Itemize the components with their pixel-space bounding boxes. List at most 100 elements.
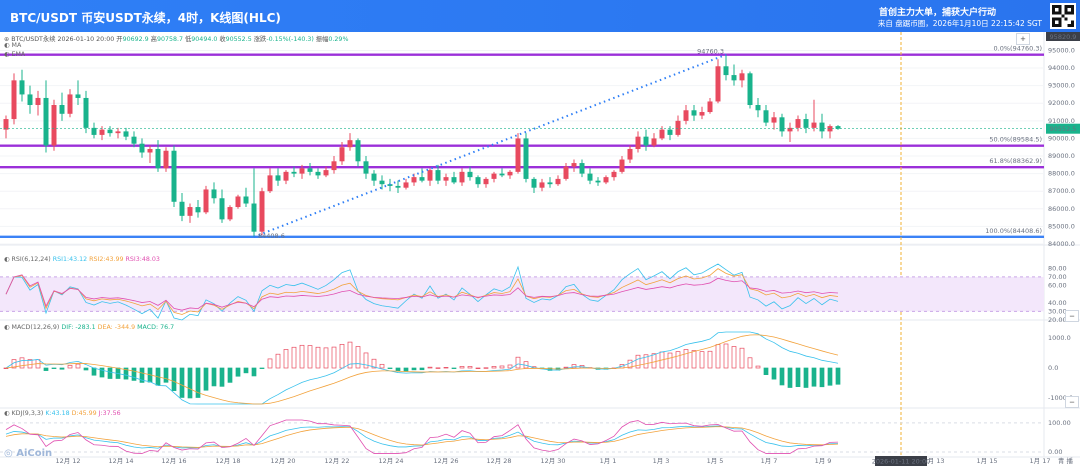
rsi3-line bbox=[5, 274, 839, 311]
candle bbox=[659, 129, 665, 139]
cursor-time-tag bbox=[875, 456, 927, 466]
candle bbox=[291, 171, 297, 174]
candle bbox=[819, 122, 825, 132]
candle bbox=[835, 126, 841, 129]
candle bbox=[195, 207, 201, 213]
candle bbox=[755, 104, 761, 111]
candle bbox=[275, 175, 281, 181]
candle bbox=[619, 159, 625, 172]
macd-histogram-bar bbox=[339, 343, 345, 369]
kdj-name: KDJ(9,3,3) bbox=[11, 410, 44, 417]
ma-indicator[interactable]: ◐ MA bbox=[4, 42, 21, 49]
price-tick-label: 90000.0 bbox=[1048, 134, 1075, 142]
dif-value: DIF: -283.1 bbox=[61, 324, 96, 331]
kdj-tick-label: 0.00 bbox=[1048, 448, 1062, 456]
fib-low-marker: 84408.6 bbox=[258, 232, 285, 240]
candle bbox=[811, 122, 817, 128]
candle bbox=[35, 97, 41, 105]
macd-histogram-bar bbox=[27, 359, 33, 369]
macd-histogram-bar bbox=[787, 367, 793, 388]
candle bbox=[75, 94, 81, 98]
candle bbox=[323, 170, 329, 176]
candle bbox=[99, 129, 105, 135]
zoom-in-button[interactable]: + bbox=[1016, 33, 1030, 45]
time-axis-label: 12月 14 bbox=[108, 457, 133, 465]
price-tick-label: 93000.0 bbox=[1048, 82, 1075, 90]
macd-histogram-bar bbox=[547, 367, 553, 371]
time-axis-label: 1月 7 bbox=[761, 457, 778, 465]
ema-indicator[interactable]: ◐ EMA bbox=[4, 51, 25, 58]
rsi-tick-label: 70.00 bbox=[1048, 273, 1067, 281]
macd-histogram-bar bbox=[363, 352, 369, 369]
macd-histogram-bar bbox=[403, 367, 409, 372]
fib-label: 61.8%(88362.9) bbox=[989, 157, 1042, 165]
price-tick-label: 86000.0 bbox=[1048, 205, 1075, 213]
macd-histogram-bar bbox=[291, 346, 297, 369]
macd-histogram-bar bbox=[675, 351, 681, 369]
macd-histogram-bar bbox=[227, 367, 233, 383]
candle bbox=[499, 173, 505, 176]
candle bbox=[579, 163, 585, 174]
collapse-macd-button[interactable]: − bbox=[1065, 396, 1079, 408]
macd-histogram-bar bbox=[419, 367, 425, 371]
candle bbox=[763, 110, 769, 123]
logo-text: AiCoin bbox=[16, 448, 53, 459]
candle bbox=[107, 129, 113, 134]
candle bbox=[571, 163, 577, 167]
candle bbox=[443, 177, 449, 181]
macd-histogram-bar bbox=[219, 367, 225, 387]
macd-histogram-bar bbox=[59, 367, 65, 370]
macd-histogram-bar bbox=[355, 346, 361, 369]
time-axis-label: 12月 30 bbox=[540, 457, 565, 465]
time-axis-label: 12月 20 bbox=[270, 457, 295, 465]
macd-histogram-bar bbox=[139, 367, 145, 383]
datetime-label: 2026-01-10 20:00 bbox=[57, 36, 115, 43]
candle bbox=[771, 117, 777, 123]
candle bbox=[731, 75, 737, 81]
price-tick-label: 84000.0 bbox=[1048, 240, 1075, 248]
candle bbox=[187, 207, 193, 216]
chart-title: BTC/USDT 币安USDT永续，4时，K线图(HLC) bbox=[10, 11, 281, 25]
rsi1-line bbox=[5, 263, 839, 321]
macd-histogram-bar bbox=[211, 367, 217, 387]
candle bbox=[555, 178, 561, 185]
macd-histogram-bar bbox=[251, 367, 257, 377]
rsi-tick-label: 30.00 bbox=[1048, 307, 1067, 315]
macd-histogram-bar bbox=[123, 367, 129, 380]
collapse-rsi-button[interactable]: − bbox=[1065, 310, 1079, 322]
candle bbox=[475, 177, 481, 185]
kdj-tick-label: 100.00 bbox=[1048, 419, 1071, 427]
candle bbox=[315, 171, 321, 176]
time-axis-label: 12月 16 bbox=[161, 457, 186, 465]
macd-histogram-bar bbox=[235, 367, 241, 377]
macd-histogram-bar bbox=[307, 345, 313, 369]
main-info-line: ⊕ BTC/USDT永续 2026-01-10 20:00 开90692.9 高… bbox=[4, 36, 349, 43]
macd-dif-line bbox=[5, 331, 839, 405]
candle bbox=[667, 129, 673, 135]
time-axis-label: 12月 28 bbox=[486, 457, 511, 465]
macd-histogram-bar bbox=[267, 358, 273, 369]
ma-label: MA bbox=[11, 42, 22, 49]
candle bbox=[707, 101, 713, 113]
candle bbox=[467, 171, 473, 178]
chart-canvas[interactable]: 95000.0 94000.0 93000.0 92000.0 91000.0 90000… bbox=[0, 32, 1080, 468]
candle bbox=[539, 182, 545, 188]
candle bbox=[787, 127, 793, 132]
candle bbox=[171, 150, 177, 202]
header-bar: BTC/USDT 币安USDT永续，4时，K线图(HLC) 首创主力大单，捕获大… bbox=[0, 0, 1080, 32]
candle bbox=[723, 66, 729, 76]
macd-histogram-bar bbox=[723, 343, 729, 369]
current-price-tag bbox=[1046, 123, 1080, 134]
macd-tick-label: 0.0 bbox=[1048, 364, 1058, 372]
macd-histogram-bar bbox=[819, 367, 825, 388]
macd-histogram-bar bbox=[331, 346, 337, 369]
macd-histogram-bar bbox=[507, 364, 513, 369]
rsi-info: ◐ RSI(6,12,24) RSI1:43.12 RSI2:43.99 RSI… bbox=[4, 256, 160, 263]
macd-info: ◐ MACD(12,26,9) DIF: -283.1 DEA: -344.9 … bbox=[4, 324, 174, 331]
macd-histogram-bar bbox=[443, 367, 449, 369]
rsi-tick-label: 80.00 bbox=[1048, 264, 1067, 272]
macd-histogram-bar bbox=[99, 367, 105, 378]
candle bbox=[691, 110, 697, 116]
macd-histogram-bar bbox=[179, 367, 185, 398]
price-tick-label: 94000.0 bbox=[1048, 64, 1075, 72]
